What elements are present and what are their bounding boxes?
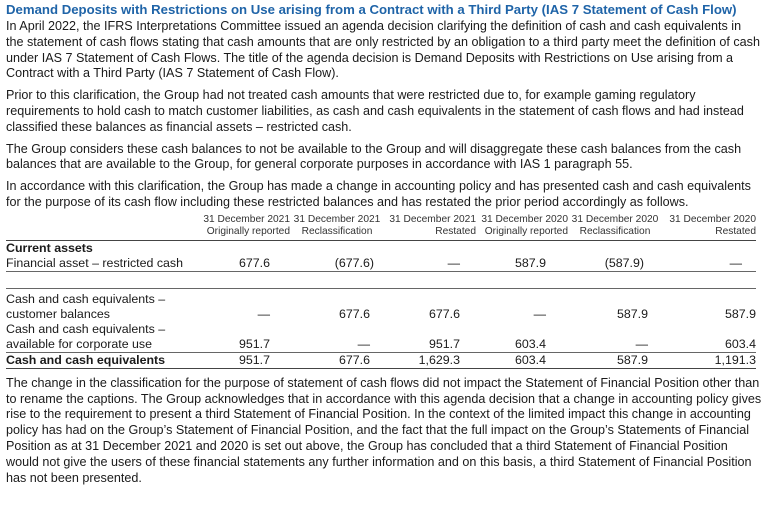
column-header: 31 December 2020 Restated — [662, 213, 756, 241]
row-label: Cash and cash equivalents – customer bala… — [6, 291, 166, 321]
cell-value: 587.9 — [616, 306, 648, 321]
spacer-row — [6, 271, 756, 289]
cell-value: (587.9) — [568, 255, 662, 272]
restatement-table: 31 December 2021 Originally reported 31 D… — [6, 213, 756, 369]
cell-value: 587.9 — [476, 255, 568, 272]
section-label-current-assets: Current assets — [6, 240, 93, 255]
cell-value: 603.4 — [662, 321, 756, 353]
header-blank — [6, 213, 194, 241]
table-header-row: 31 December 2021 Originally reported 31 D… — [6, 213, 756, 241]
document-page: Demand Deposits with Restrictions on Use… — [6, 2, 762, 486]
column-header: 31 December 2021 Restated — [384, 213, 476, 241]
cell-value: 677.6 — [194, 255, 290, 272]
cell-value: 1,191.3 — [662, 352, 756, 369]
column-header: 31 December 2020 Originally reported — [476, 213, 568, 241]
cell-value: 951.7 — [384, 321, 476, 353]
paragraph-ifric-agenda: In April 2022, the IFRS Interpretations … — [6, 19, 760, 81]
cell-value: 677.6 — [290, 352, 384, 369]
cell-value: 603.4 — [476, 352, 568, 369]
paragraph-disaggregation: The Group considers these cash balances … — [6, 141, 742, 172]
row-label: Financial asset – restricted cash — [6, 255, 194, 272]
cell-value: 951.7 — [194, 352, 290, 369]
total-label: Cash and cash equivalents — [6, 352, 194, 369]
cell-value: — — [533, 306, 546, 321]
cell-value: — — [257, 306, 270, 321]
table-row: Cash and cash equivalents – available for… — [6, 321, 756, 353]
paragraph-closing: The change in the classification for the… — [6, 375, 762, 485]
total-row: Cash and cash equivalents 951.7 677.6 1,… — [6, 352, 756, 369]
cell-value: — — [662, 255, 756, 272]
section-row: Current assets — [6, 240, 756, 256]
cell-value: 587.9 — [724, 306, 756, 321]
cell-value: 951.7 — [194, 321, 290, 353]
paragraph-policy-change: In accordance with this clarification, t… — [6, 179, 751, 209]
cell-value: — — [568, 321, 662, 353]
column-header: 31 December 2020 Reclassification — [568, 213, 662, 241]
cell-value: 677.6 — [338, 306, 370, 321]
row-label: Cash and cash equivalents – available for… — [6, 321, 194, 353]
column-header: 31 December 2021 Originally reported — [194, 213, 290, 241]
cell-value: — — [290, 321, 384, 353]
table-row: Cash and cash equivalents – customer bala… — [6, 288, 756, 322]
cell-value: — — [384, 255, 476, 272]
section-heading: Demand Deposits with Restrictions on Use… — [6, 2, 737, 17]
cell-value: 1,629.3 — [384, 352, 476, 369]
column-header: 31 December 2021 Reclassification — [290, 213, 384, 241]
table-row: Financial asset – restricted cash 677.6 … — [6, 255, 756, 272]
cell-value: 677.6 — [428, 306, 460, 321]
cell-value: 587.9 — [568, 352, 662, 369]
cell-value: (677.6) — [290, 255, 384, 272]
cell-value: 603.4 — [476, 321, 568, 353]
paragraph-prior-treatment: Prior to this clarification, the Group h… — [6, 88, 744, 134]
